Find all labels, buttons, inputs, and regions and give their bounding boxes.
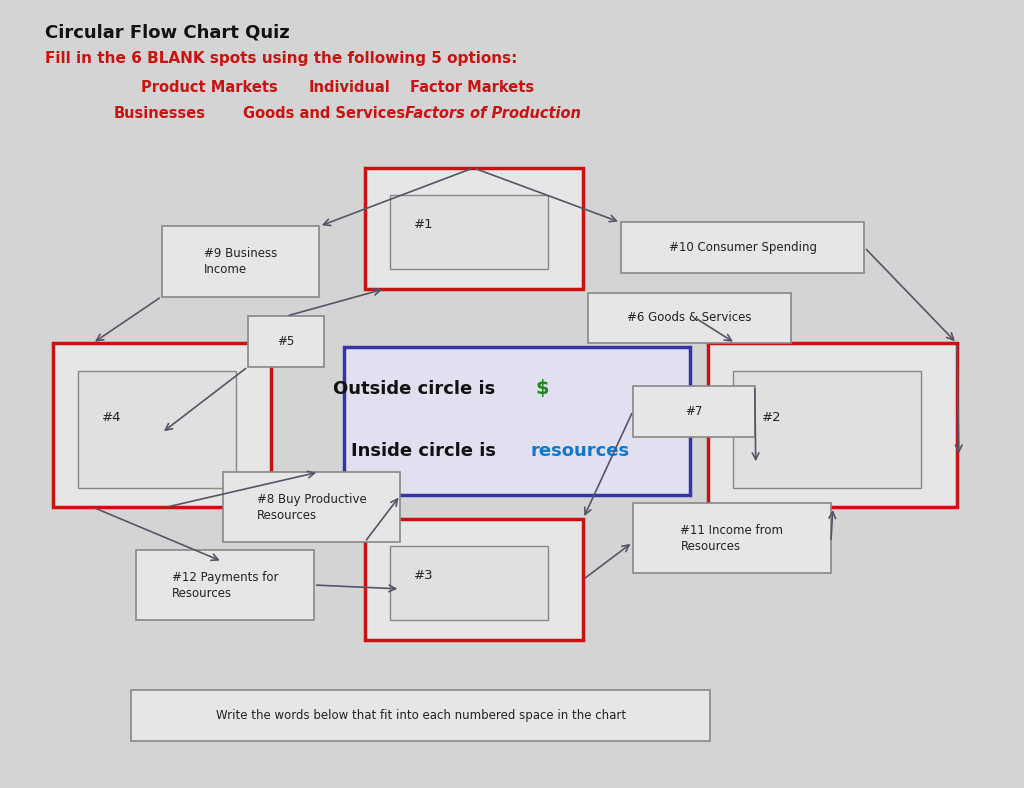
Bar: [633, 386, 755, 437]
Text: Product Markets: Product Markets: [141, 80, 279, 95]
Text: Inside circle is: Inside circle is: [350, 442, 502, 460]
Text: #10 Consumer Spending: #10 Consumer Spending: [669, 241, 816, 255]
Text: Fill in the 6 BLANK spots using the following 5 options:: Fill in the 6 BLANK spots using the foll…: [45, 51, 517, 66]
Text: #8 Buy Productive
Resources: #8 Buy Productive Resources: [257, 492, 367, 522]
Text: Write the words below that fit into each numbered space in the chart: Write the words below that fit into each…: [215, 709, 626, 722]
Bar: [131, 690, 710, 741]
Text: #4: #4: [102, 411, 122, 424]
Bar: [621, 222, 864, 273]
Bar: [162, 226, 319, 296]
Bar: [136, 550, 314, 620]
Text: Individual: Individual: [309, 80, 390, 95]
Text: Circular Flow Chart Quiz: Circular Flow Chart Quiz: [45, 24, 290, 42]
Bar: [365, 168, 583, 288]
Bar: [78, 370, 236, 488]
Bar: [222, 472, 400, 542]
Bar: [248, 316, 325, 366]
Text: Factor Markets: Factor Markets: [411, 80, 535, 95]
Text: #12 Payments for
Resources: #12 Payments for Resources: [172, 571, 279, 600]
Bar: [708, 344, 956, 507]
Text: #1: #1: [414, 218, 433, 232]
Bar: [344, 348, 690, 496]
Text: Goods and Services: Goods and Services: [243, 106, 404, 121]
Text: #6 Goods & Services: #6 Goods & Services: [628, 311, 752, 325]
Text: #5: #5: [278, 335, 295, 348]
Bar: [390, 195, 548, 269]
Text: #7: #7: [685, 405, 702, 418]
Text: Outside circle is: Outside circle is: [334, 380, 502, 398]
Text: $: $: [536, 379, 549, 398]
Text: #9 Business
Income: #9 Business Income: [204, 247, 276, 276]
Text: resources: resources: [530, 442, 630, 460]
Text: #3: #3: [414, 569, 433, 582]
Bar: [588, 292, 792, 344]
Text: Businesses: Businesses: [114, 106, 206, 121]
Text: Factors of Production: Factors of Production: [406, 106, 582, 121]
Bar: [365, 519, 583, 640]
Bar: [633, 504, 830, 574]
Bar: [53, 344, 271, 507]
Bar: [390, 546, 548, 620]
Bar: [733, 370, 922, 488]
Text: #11 Income from
Resources: #11 Income from Resources: [680, 524, 783, 552]
Text: #2: #2: [762, 411, 781, 424]
